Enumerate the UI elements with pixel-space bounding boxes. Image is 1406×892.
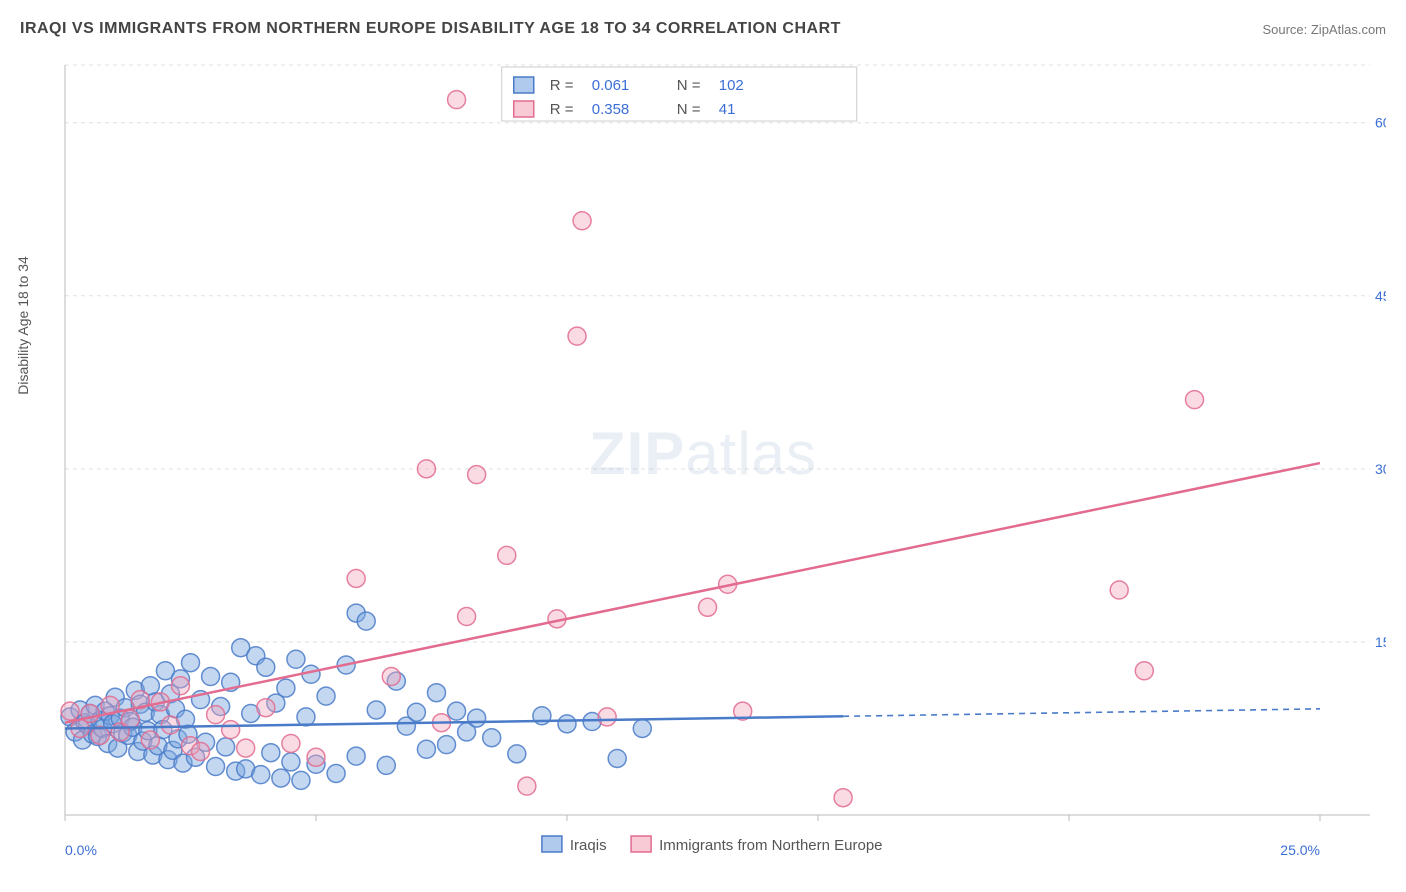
- svg-text:R =: R =: [550, 101, 574, 118]
- svg-text:Iraqis: Iraqis: [570, 837, 607, 854]
- y-axis-label: Disability Age 18 to 34: [15, 256, 31, 395]
- svg-text:25.0%: 25.0%: [1280, 842, 1320, 858]
- svg-text:41: 41: [719, 101, 736, 118]
- svg-text:45.0%: 45.0%: [1375, 288, 1386, 304]
- scatter-chart: 15.0% 30.0% 45.0% 60.0% 0.0% 25.0% R = 0.061 N =…: [20, 55, 1386, 872]
- svg-text:102: 102: [719, 77, 744, 94]
- svg-text:15.0%: 15.0%: [1375, 634, 1386, 650]
- svg-text:0.358: 0.358: [592, 101, 630, 118]
- svg-text:N =: N =: [677, 101, 701, 118]
- svg-text:30.0%: 30.0%: [1375, 461, 1386, 477]
- svg-text:60.0%: 60.0%: [1375, 115, 1386, 131]
- svg-text:Immigrants from Northern Europ: Immigrants from Northern Europe: [659, 837, 882, 854]
- svg-text:0.0%: 0.0%: [65, 842, 97, 858]
- chart-title: IRAQI VS IMMIGRANTS FROM NORTHERN EUROPE…: [20, 20, 841, 38]
- svg-text:N =: N =: [677, 77, 701, 94]
- svg-text:R =: R =: [550, 77, 574, 94]
- source-label: Source: ZipAtlas.com: [1262, 22, 1386, 37]
- svg-text:0.061: 0.061: [592, 77, 630, 94]
